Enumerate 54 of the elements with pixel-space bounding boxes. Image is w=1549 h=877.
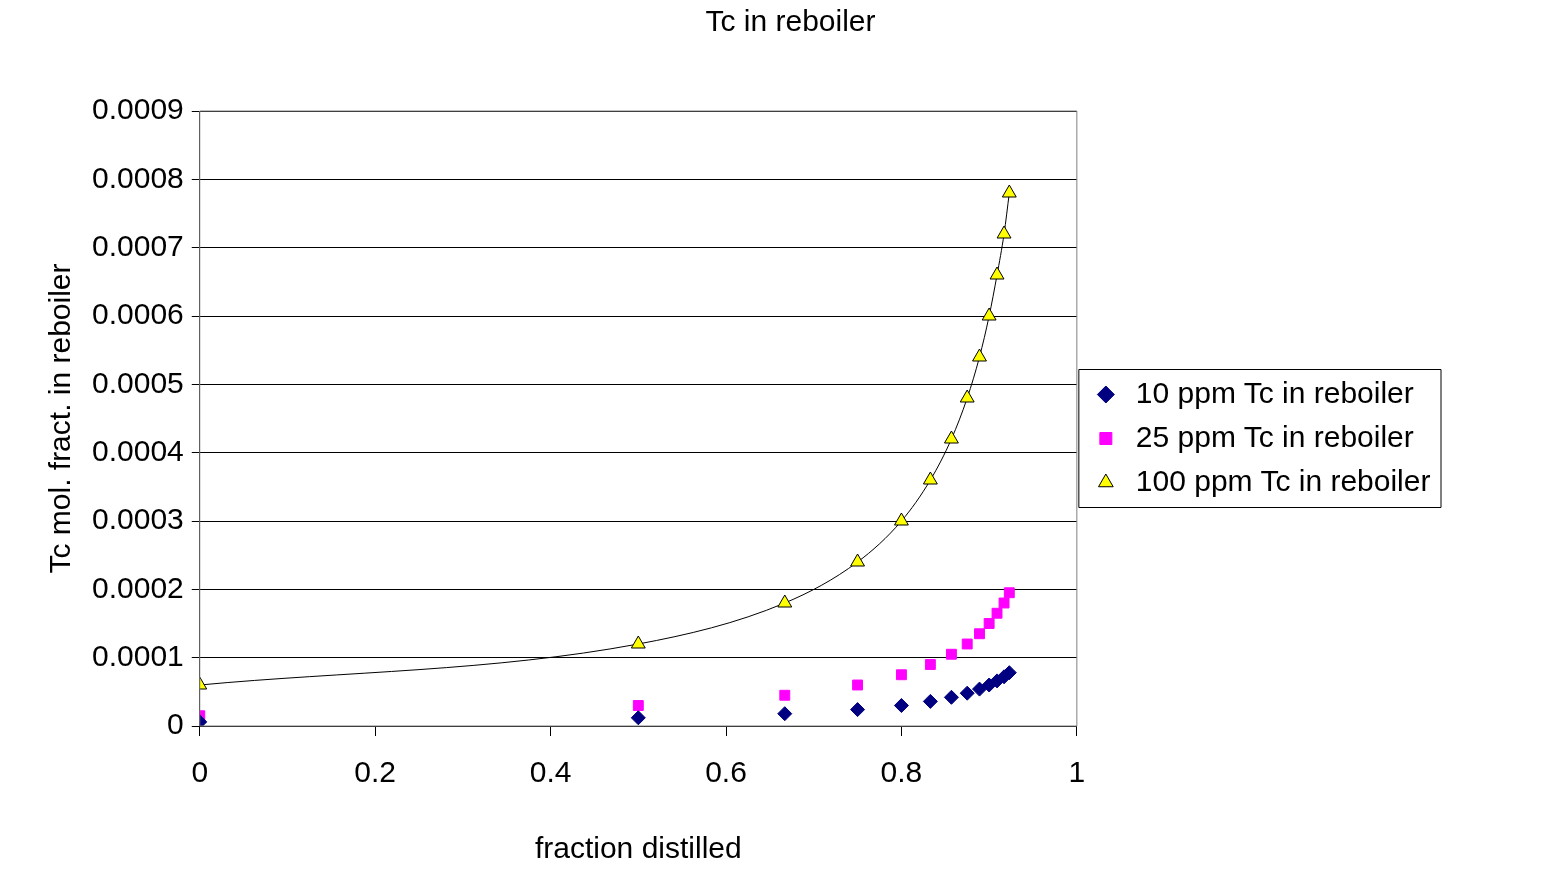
y-tick-label: 0 (167, 707, 184, 741)
x-tick-label: 0.2 (354, 755, 397, 789)
point (989, 266, 1005, 280)
point (983, 618, 995, 629)
point (922, 471, 938, 485)
point (632, 700, 644, 711)
point (971, 681, 987, 697)
point (1003, 587, 1015, 599)
x-tick-label: 0.6 (705, 755, 747, 789)
x-tick-label: 0.8 (880, 755, 923, 789)
point (996, 225, 1012, 239)
point (852, 679, 864, 691)
legend-label: 25 ppm Tc in reboiler (1135, 419, 1414, 453)
point (981, 307, 997, 321)
point (922, 693, 938, 709)
point (895, 669, 907, 681)
point (959, 389, 975, 403)
point (850, 702, 866, 718)
point (961, 638, 973, 650)
point (1001, 184, 1017, 198)
chart-title: Tc in reboiler (705, 4, 876, 38)
y-tick-label: 0.0002 (91, 570, 184, 604)
y-tick-label: 0.0004 (91, 433, 184, 467)
x-tick-label: 1 (1068, 755, 1086, 789)
y-tick-label: 0.0005 (91, 365, 184, 399)
point (894, 512, 909, 526)
point (630, 710, 646, 726)
point (945, 648, 957, 660)
y-tick-label: 0.0003 (91, 502, 184, 536)
legend-label: 100 ppm Tc in reboiler (1135, 463, 1431, 497)
y-tick-label: 0.0008 (91, 160, 184, 194)
y-tick-label: 0.0009 (91, 92, 184, 126)
y-tick-label: 0.0001 (91, 638, 184, 672)
y-tick-label: 0.0007 (91, 228, 184, 262)
point (630, 635, 646, 649)
point (943, 689, 959, 705)
legend-label: 10 ppm Tc in reboiler (1135, 375, 1414, 409)
point (779, 689, 791, 701)
point (893, 698, 909, 713)
y-tick-label: 0.0006 (91, 297, 184, 331)
point (777, 594, 793, 608)
point (998, 597, 1010, 609)
point (959, 685, 975, 701)
x-tick-label: 0.4 (529, 755, 572, 789)
point (972, 348, 987, 362)
point (974, 628, 985, 640)
point (777, 706, 793, 722)
point (850, 553, 865, 567)
point (924, 659, 936, 670)
point (944, 430, 959, 444)
point (991, 607, 1003, 619)
x-axis-title: fraction distilled (534, 831, 742, 865)
y-axis-title: Tc mol. fract. in reboiler (43, 263, 77, 574)
x-tick-label: 0 (191, 755, 209, 789)
